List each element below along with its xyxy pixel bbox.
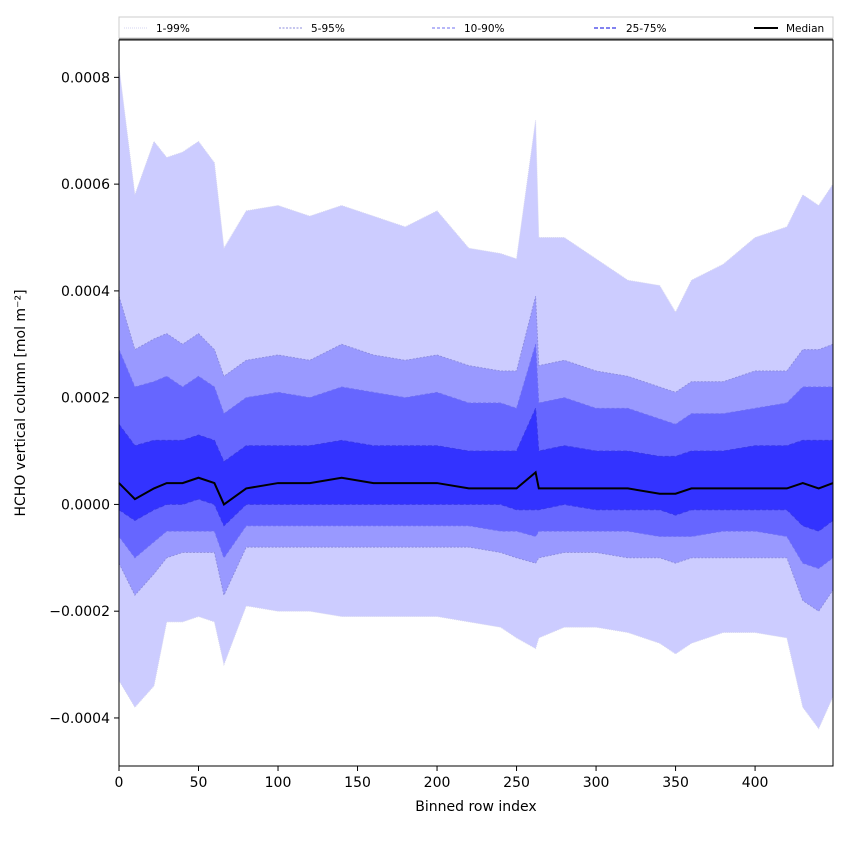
- y-tick-label: 0.0004: [61, 284, 110, 300]
- upper-line-1-99: [118, 66, 834, 314]
- y-tick-label: 0.0002: [61, 391, 110, 407]
- upper-line-5-95: [118, 296, 834, 393]
- legend-label-10-90: 10-90%: [464, 23, 505, 35]
- lower-line-10-90: [118, 525, 834, 569]
- lines-group: [118, 66, 834, 730]
- legend: 1-99% 5-95% 10-90% 25-75% Median: [118, 16, 834, 40]
- y-tick-label: 0.0006: [61, 177, 110, 193]
- plot-frame: [118, 39, 834, 767]
- x-axis-label: Binned row index: [415, 799, 536, 815]
- y-tick-label: 0.0000: [61, 497, 110, 513]
- upper-line-25-75: [118, 408, 833, 463]
- x-tick-label: 150: [344, 775, 371, 791]
- bands-group: [119, 66, 833, 729]
- y-tick-label: 0.0008: [61, 70, 110, 86]
- y-axis: −0.0004 −0.0002 0.0000 0.0002 0.0004 0.0006 0.…: [49, 70, 119, 727]
- x-tick-label: 0: [115, 775, 124, 791]
- y-tick-label: −0.0004: [49, 711, 110, 727]
- legend-label-median: Median: [786, 23, 824, 35]
- lower-line-5-95: [118, 546, 834, 612]
- upper-line-10-90: [118, 344, 833, 425]
- x-axis: 0 50 100 150 200 250 300 350 400: [115, 766, 769, 791]
- x-tick-label: 250: [503, 775, 530, 791]
- x-tick-label: 100: [265, 775, 292, 791]
- band-25-75: [119, 408, 833, 532]
- legend-label-1-99: 1-99%: [156, 23, 190, 35]
- plot-area: [118, 66, 834, 730]
- legend-box: [118, 16, 834, 39]
- legend-label-25-75: 25-75%: [626, 23, 667, 35]
- legend-label-5-95: 5-95%: [311, 23, 345, 35]
- x-tick-label: 200: [424, 775, 451, 791]
- x-tick-label: 350: [662, 775, 689, 791]
- x-tick-label: 400: [742, 775, 769, 791]
- lower-line-1-99: [118, 605, 834, 730]
- median-line: [118, 470, 834, 506]
- lower-line-25-75: [118, 498, 834, 532]
- x-tick-label: 300: [583, 775, 610, 791]
- x-tick-label: 50: [190, 775, 208, 791]
- y-axis-label: HCHO vertical column [mol m⁻²]: [13, 289, 29, 516]
- y-tick-label: −0.0002: [49, 604, 110, 620]
